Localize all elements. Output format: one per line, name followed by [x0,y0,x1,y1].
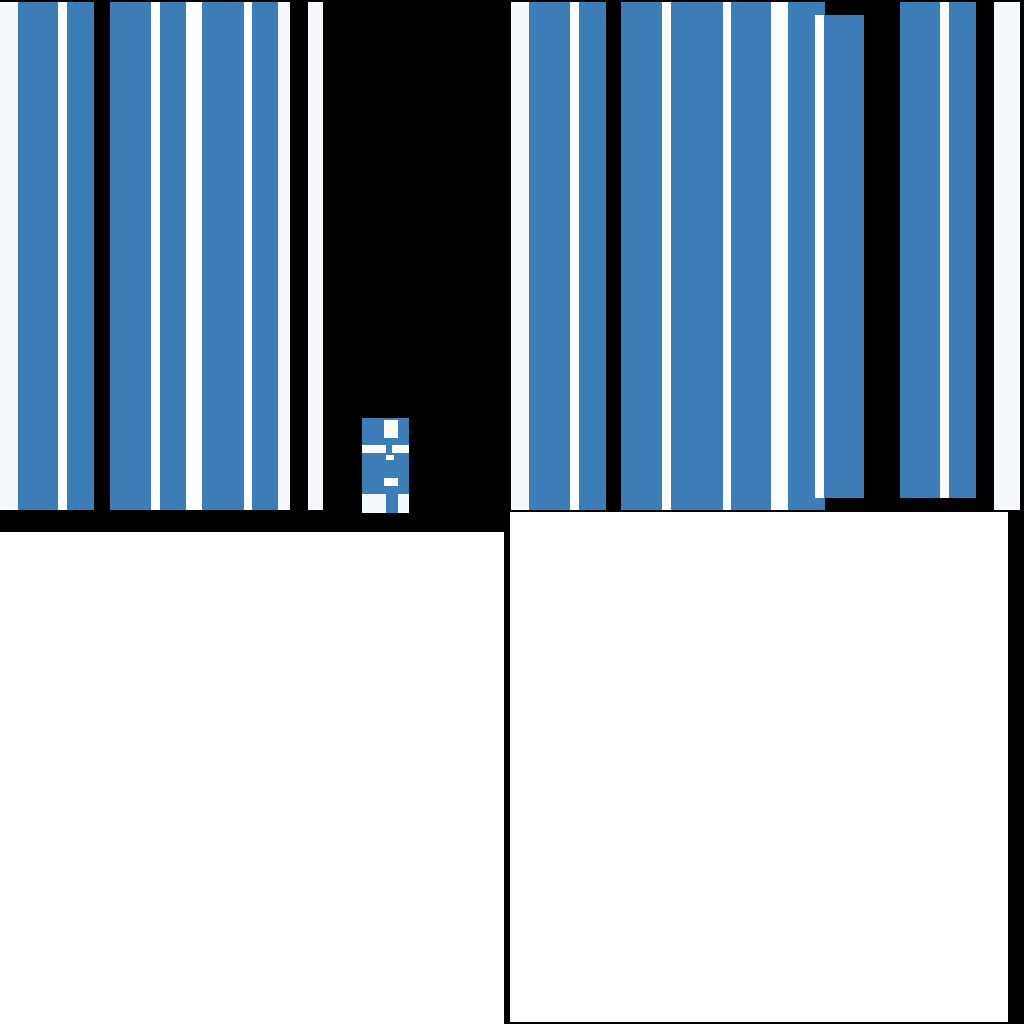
stripe [244,2,252,510]
texture-tile-bottom-right [510,512,1008,1022]
stripe [994,2,1020,510]
stripe [202,2,244,510]
swatch-mark [386,455,394,460]
texture-tile-top-right-b [621,2,825,510]
stripe [723,2,731,510]
stripe [529,2,570,510]
stripe [160,2,186,510]
stripe [58,2,67,510]
texture-tile-right-edge [994,2,1020,510]
stripe [278,2,290,510]
texture-tile-top-right-overlay [815,15,864,498]
stripe [18,2,58,510]
swatch-mark [384,478,398,486]
stripe [671,2,723,510]
stripe [110,2,151,510]
stripe [511,2,529,510]
stripe [731,2,771,510]
stripe [579,2,606,510]
stripe [308,2,323,510]
stripe [252,2,278,510]
stripe [815,15,824,498]
stripe [900,2,940,498]
stripe [0,2,18,510]
stripe [940,2,949,498]
swatch-mark [392,445,409,453]
texture-tile-top-left-b [110,2,290,510]
stripe [570,2,579,510]
stripe [151,2,160,510]
stripe [621,2,662,510]
swatch-mark [362,445,386,453]
swatch-mark [384,420,398,438]
texture-tile-top-right-c [900,2,976,498]
stripe [771,2,788,510]
stripe [186,2,202,510]
stripe [949,2,976,498]
texture-tile-bottom-left [0,532,504,1024]
swatch-mark [362,494,386,513]
texture-tile-top-right [511,2,606,510]
texture-tile-small-swatch [362,418,409,513]
stripe [662,2,671,510]
stripe [67,2,94,510]
texture-tile-top-left [0,2,94,510]
texture-tile-thin-pale [308,2,323,510]
swatch-mark [398,494,409,513]
